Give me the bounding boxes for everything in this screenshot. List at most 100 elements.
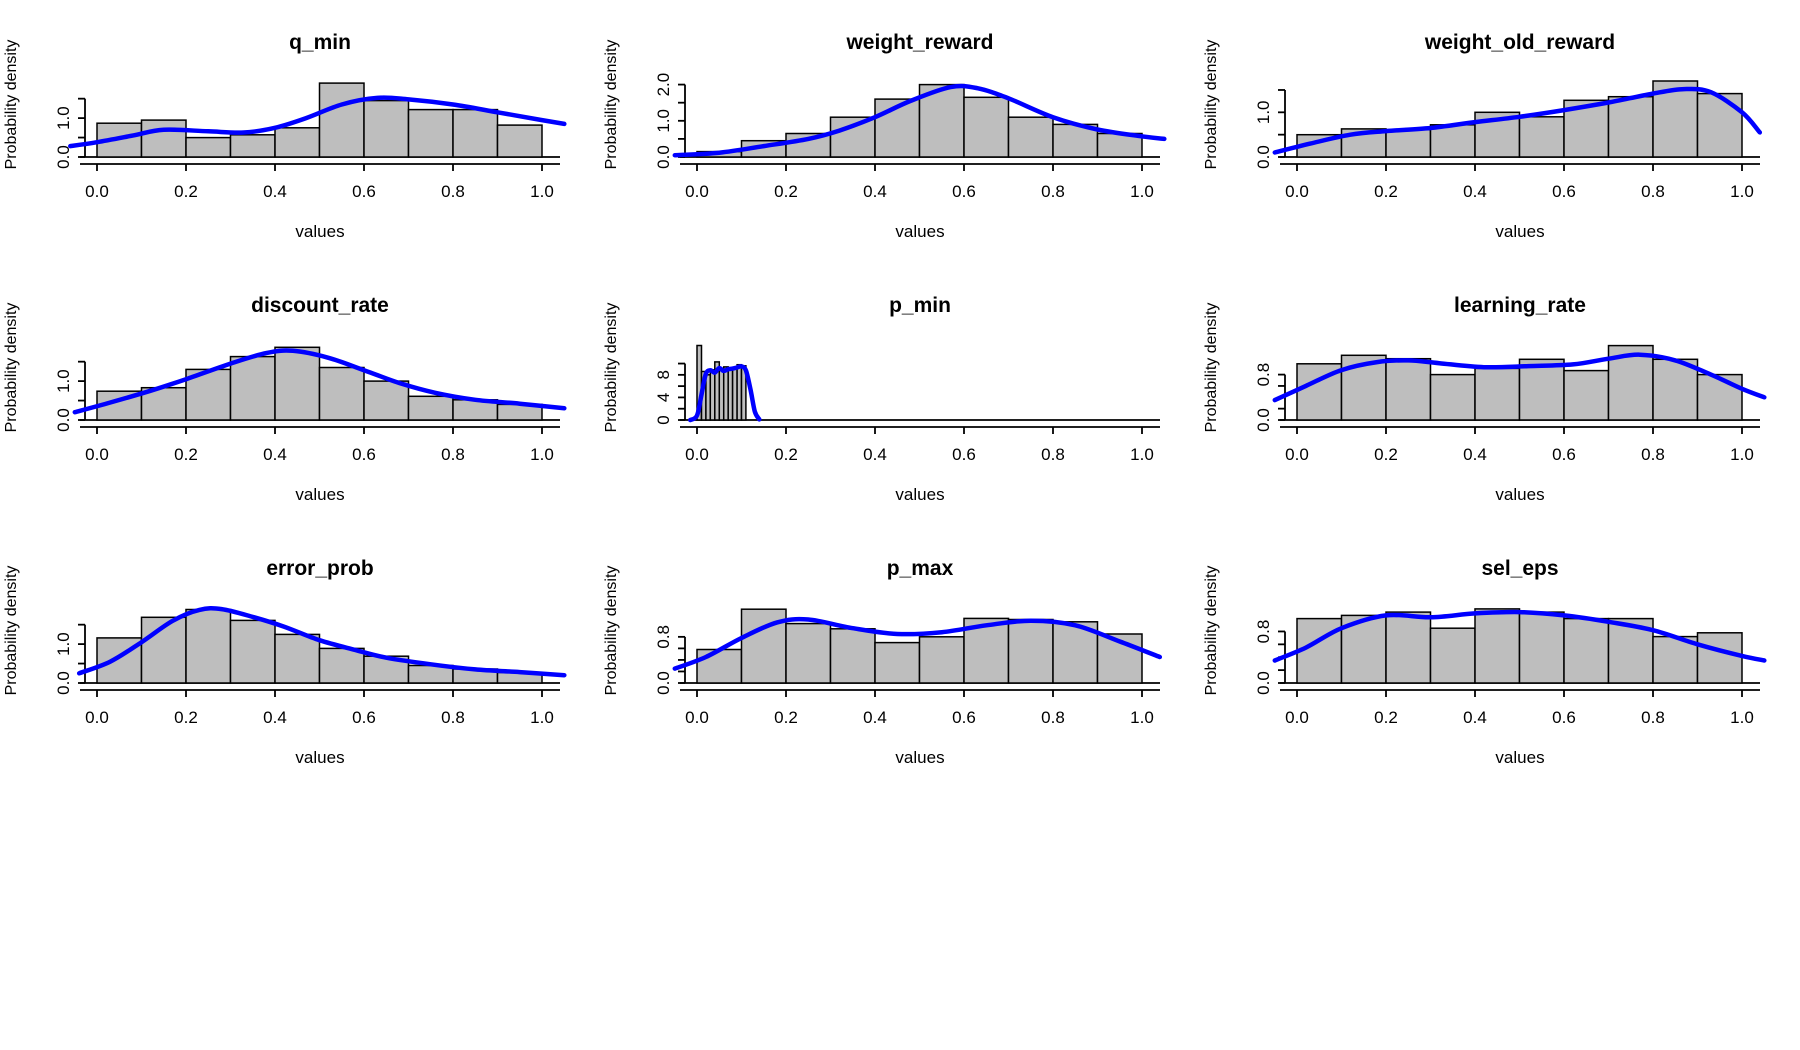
histogram-bar — [1429, 124, 1476, 158]
x-tick-label: 0.6 — [352, 708, 376, 727]
y-axis-label: Probability density — [1203, 40, 1220, 170]
histogram-bar — [274, 127, 321, 158]
x-tick-label: 0.4 — [863, 708, 887, 727]
histogram-bar — [140, 616, 187, 684]
histogram-bar — [229, 619, 276, 684]
subplot-weight_old_reward: weight_old_reward values Probability densi… — [1200, 0, 1800, 263]
plot-title: learning_rate — [1454, 294, 1586, 317]
histogram-bar — [785, 622, 832, 684]
histogram-bar — [1474, 367, 1521, 421]
x-axis-label: values — [295, 222, 344, 241]
histogram-bar — [274, 633, 321, 684]
plot-title: p_min — [889, 294, 951, 317]
plot-title: discount_rate — [251, 294, 389, 317]
density-curve — [672, 83, 1167, 158]
histogram-grid: q_min values Probability density 0.0 0.2 0.4 0… — [0, 0, 1800, 789]
y-tick-label: 0.0 — [54, 145, 73, 169]
x-tick-label: 0.6 — [952, 182, 976, 201]
x-tick-label: 0.2 — [1374, 445, 1398, 464]
density-curve — [1272, 86, 1763, 155]
x-tick-label: 1.0 — [1130, 708, 1154, 727]
x-tick-label: 0.8 — [441, 445, 465, 464]
x-tick-label: 0.4 — [863, 445, 887, 464]
histogram-bar — [1007, 618, 1054, 684]
subplot-error_prob: error_prob values Probability density 0.0 0.… — [0, 526, 600, 789]
y-tick-label: 0.8 — [1254, 620, 1273, 644]
y-tick-label: 0.8 — [1254, 363, 1273, 387]
y-tick-label: 1.0 — [54, 632, 73, 656]
x-tick-label: 0.2 — [774, 182, 798, 201]
x-tick-label: 0.2 — [774, 445, 798, 464]
x-axis-label: values — [895, 222, 944, 241]
density-curve — [672, 616, 1163, 671]
x-tick-label: 1.0 — [530, 182, 554, 201]
histogram-bar — [363, 99, 410, 158]
histogram-bar — [1474, 608, 1521, 684]
x-tick-label: 0.4 — [1463, 182, 1487, 201]
x-tick-label: 1.0 — [530, 708, 554, 727]
y-tick-label: 2.0 — [654, 73, 673, 97]
histogram-bar — [185, 136, 232, 158]
y-tick-label: 0.0 — [54, 408, 73, 432]
x-tick-label: 0.8 — [1641, 445, 1665, 464]
x-tick-label: 0.8 — [1041, 708, 1065, 727]
plot-title: weight_reward — [845, 31, 993, 54]
histogram-bar — [1518, 611, 1565, 684]
histogram-bar — [1385, 611, 1432, 684]
histogram-bar — [363, 380, 410, 421]
x-tick-label: 0.0 — [85, 182, 109, 201]
x-tick-label: 0.6 — [952, 445, 976, 464]
y-axis-label: Probability density — [603, 40, 620, 170]
x-tick-label: 0.2 — [174, 182, 198, 201]
plot-title: error_prob — [266, 557, 373, 580]
histogram-bar — [874, 641, 921, 684]
histogram-bar — [1518, 116, 1565, 158]
x-tick-label: 0.4 — [263, 445, 287, 464]
x-tick-label: 0.2 — [774, 708, 798, 727]
y-tick-label: 1.0 — [1254, 100, 1273, 124]
x-tick-label: 0.2 — [174, 445, 198, 464]
x-tick-label: 0.0 — [1285, 182, 1309, 201]
density-curve — [76, 606, 567, 678]
y-tick-label: 0.8 — [654, 625, 673, 649]
subplot-q_min: q_min values Probability density 0.0 0.2 0.4 0… — [0, 0, 600, 263]
x-axis-label: values — [895, 485, 944, 504]
histogram-bar — [1429, 627, 1476, 684]
x-tick-label: 1.0 — [1130, 445, 1154, 464]
histogram-bar — [185, 608, 232, 684]
histogram-bar — [1296, 363, 1343, 421]
density-curve — [688, 364, 762, 423]
y-tick-label: 0.0 — [54, 671, 73, 695]
x-tick-label: 0.0 — [85, 445, 109, 464]
y-tick-label: 0.0 — [1254, 145, 1273, 169]
y-axis-label: Probability density — [603, 566, 620, 696]
y-tick-label: 1.0 — [54, 106, 73, 130]
x-tick-label: 0.8 — [1641, 708, 1665, 727]
x-tick-label: 0.8 — [1041, 445, 1065, 464]
y-axis-label: Probability density — [3, 566, 20, 696]
x-axis-label: values — [295, 485, 344, 504]
density-curve — [1272, 609, 1767, 663]
x-tick-label: 0.0 — [85, 708, 109, 727]
y-tick-label: 1.0 — [654, 109, 673, 133]
y-axis-label: Probability density — [3, 303, 20, 433]
histogram-bar — [1696, 373, 1743, 421]
x-tick-label: 0.6 — [952, 708, 976, 727]
y-tick-label: 0.0 — [654, 671, 673, 695]
x-tick-label: 1.0 — [530, 445, 554, 464]
histogram-bar — [829, 628, 876, 684]
x-tick-label: 0.8 — [1641, 182, 1665, 201]
histogram-bar — [1563, 617, 1610, 684]
x-tick-label: 1.0 — [1730, 708, 1754, 727]
x-tick-label: 0.0 — [685, 445, 709, 464]
plot-title: p_max — [887, 557, 954, 580]
x-tick-label: 0.8 — [1041, 182, 1065, 201]
x-tick-label: 0.0 — [1285, 445, 1309, 464]
